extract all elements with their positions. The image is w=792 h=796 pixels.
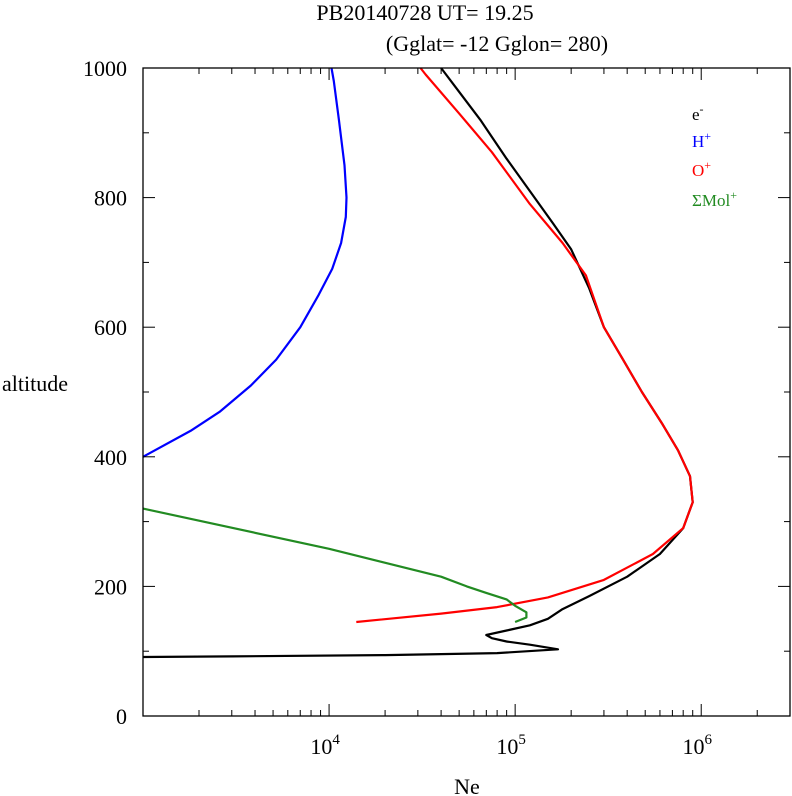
series-line-2 xyxy=(356,67,694,624)
y-tick-label: 200 xyxy=(94,574,127,599)
y-tick-label: 1000 xyxy=(83,56,127,81)
legend-entry-2: O+ xyxy=(692,158,711,180)
legend-entry-3: ΣMol+ xyxy=(692,188,737,210)
y-tick-label: 400 xyxy=(94,445,127,470)
x-tick-label: 106 xyxy=(682,732,712,759)
y-tick-label: 0 xyxy=(116,704,127,729)
x-tick-label: 105 xyxy=(496,732,526,759)
y-axis-label: altitude xyxy=(2,371,68,396)
chart-title-line-2: (Gglat= -12 Gglon= 280) xyxy=(386,31,608,56)
series-line-3 xyxy=(142,507,528,624)
y-tick-label: 800 xyxy=(94,186,127,211)
chart-title-line-1: PB20140728 UT= 19.25 xyxy=(316,0,533,25)
legend-entry-0: e- xyxy=(692,102,704,124)
legend: e- H+ O+ ΣMol+ xyxy=(692,102,737,210)
x-tick-label: 104 xyxy=(310,732,340,759)
y-tick-label: 600 xyxy=(94,315,127,340)
x-axis-label: Ne xyxy=(454,774,480,796)
series-line-0 xyxy=(142,67,694,659)
series-line-1 xyxy=(142,67,348,458)
legend-entry-1: H+ xyxy=(692,129,711,151)
